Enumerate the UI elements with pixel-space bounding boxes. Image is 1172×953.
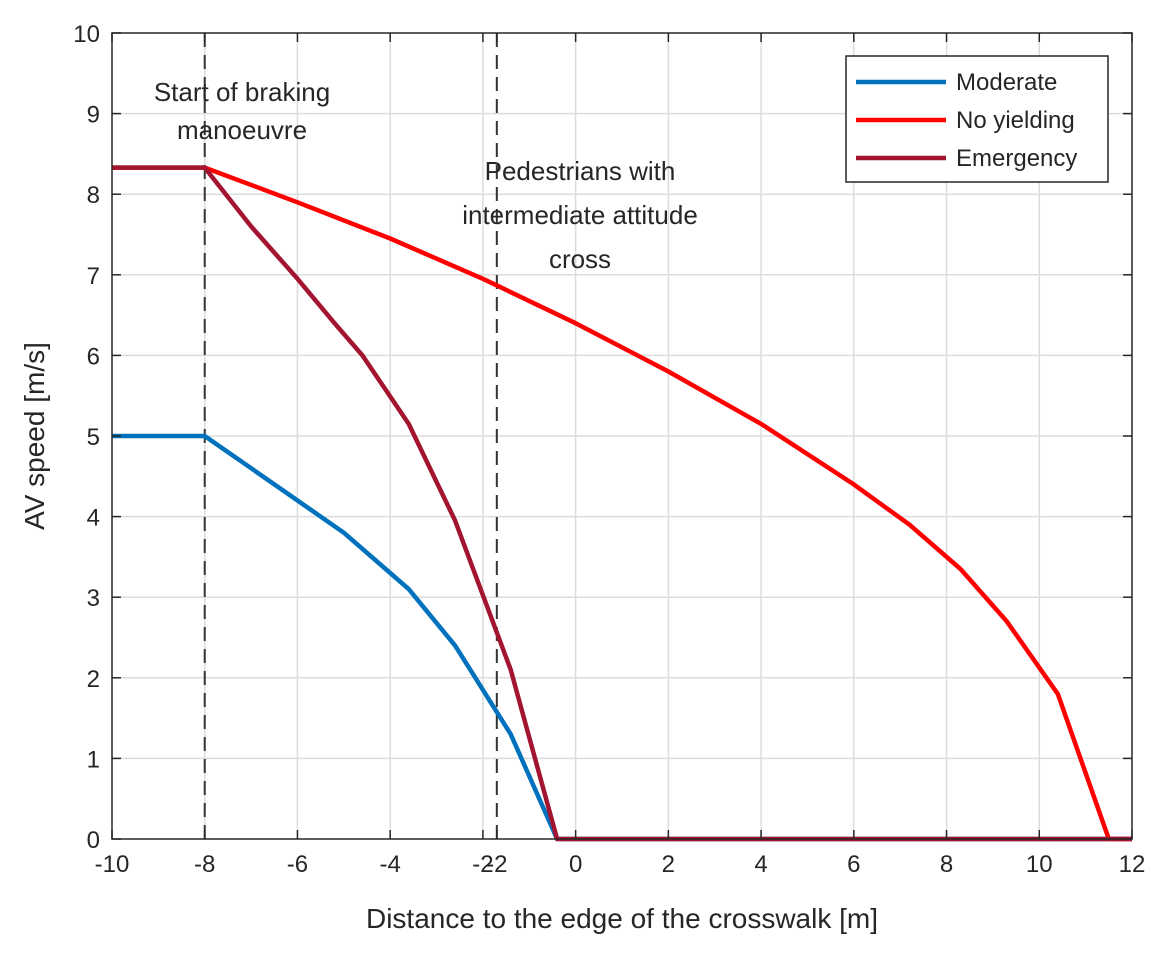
- y-tick-label: 3: [87, 585, 100, 612]
- annotation-line: Pedestrians with: [485, 156, 676, 186]
- x-tick-label: 6: [847, 851, 860, 878]
- y-tick-label: 5: [87, 424, 100, 451]
- legend[interactable]: Moderate No yielding Emergency: [845, 55, 1109, 183]
- legend-label: Moderate: [956, 69, 1057, 96]
- annotation: Start of braking manoeuvre: [154, 77, 330, 145]
- annotation-line: intermediate attitude: [462, 200, 698, 230]
- x-tick-label: 0: [569, 851, 582, 878]
- legend-item[interactable]: Emergency: [856, 145, 1077, 172]
- x-tick-label: -6: [287, 851, 308, 878]
- annotation-line: Start of braking: [154, 77, 330, 107]
- x-tick-label: 12: [1119, 851, 1146, 878]
- y-tick-label: 7: [87, 263, 100, 290]
- x-axis-label: Distance to the edge of the crosswalk [m…: [366, 903, 878, 934]
- y-tick-label: 10: [73, 21, 100, 48]
- x-tick-label: -2: [472, 851, 493, 878]
- series-lines: [112, 165, 1132, 842]
- legend-label: Emergency: [956, 145, 1077, 172]
- y-tick-label: 9: [87, 102, 100, 129]
- x-tick-label: 8: [940, 851, 953, 878]
- y-tick-label: 2: [87, 666, 100, 693]
- legend-item[interactable]: Moderate: [856, 69, 1057, 96]
- annotation-line: manoeuvre: [177, 115, 307, 145]
- annotations: Start of braking manoeuvre Pedestrians wit…: [154, 77, 698, 274]
- y-axis-label: AV speed [m/s]: [19, 342, 50, 530]
- y-tick-label: 8: [87, 182, 100, 209]
- y-tick-label: 6: [87, 343, 100, 370]
- grid: [112, 33, 1132, 839]
- legend-label: No yielding: [956, 107, 1075, 134]
- x-tick-label: -4: [380, 851, 401, 878]
- x-tick-label: 4: [754, 851, 767, 878]
- y-tick-label: 1: [87, 746, 100, 773]
- annotation-line: cross: [549, 244, 611, 274]
- y-tick-label: 4: [87, 505, 100, 532]
- x-tick-label: 10: [1026, 851, 1053, 878]
- y-tick-label: 0: [87, 827, 100, 854]
- x-tick-label: 2: [662, 851, 675, 878]
- series-line-no-yielding: [112, 165, 1132, 842]
- legend-item[interactable]: No yielding: [856, 107, 1075, 134]
- x-tick-label: -8: [194, 851, 215, 878]
- annotation: Pedestrians with intermediate attitude cro…: [462, 156, 698, 274]
- x-tick-label: -2: [486, 851, 507, 878]
- x-tick-label: -10: [95, 851, 130, 878]
- series-line-moderate: [112, 433, 1132, 842]
- series-line-emergency: [112, 165, 1132, 842]
